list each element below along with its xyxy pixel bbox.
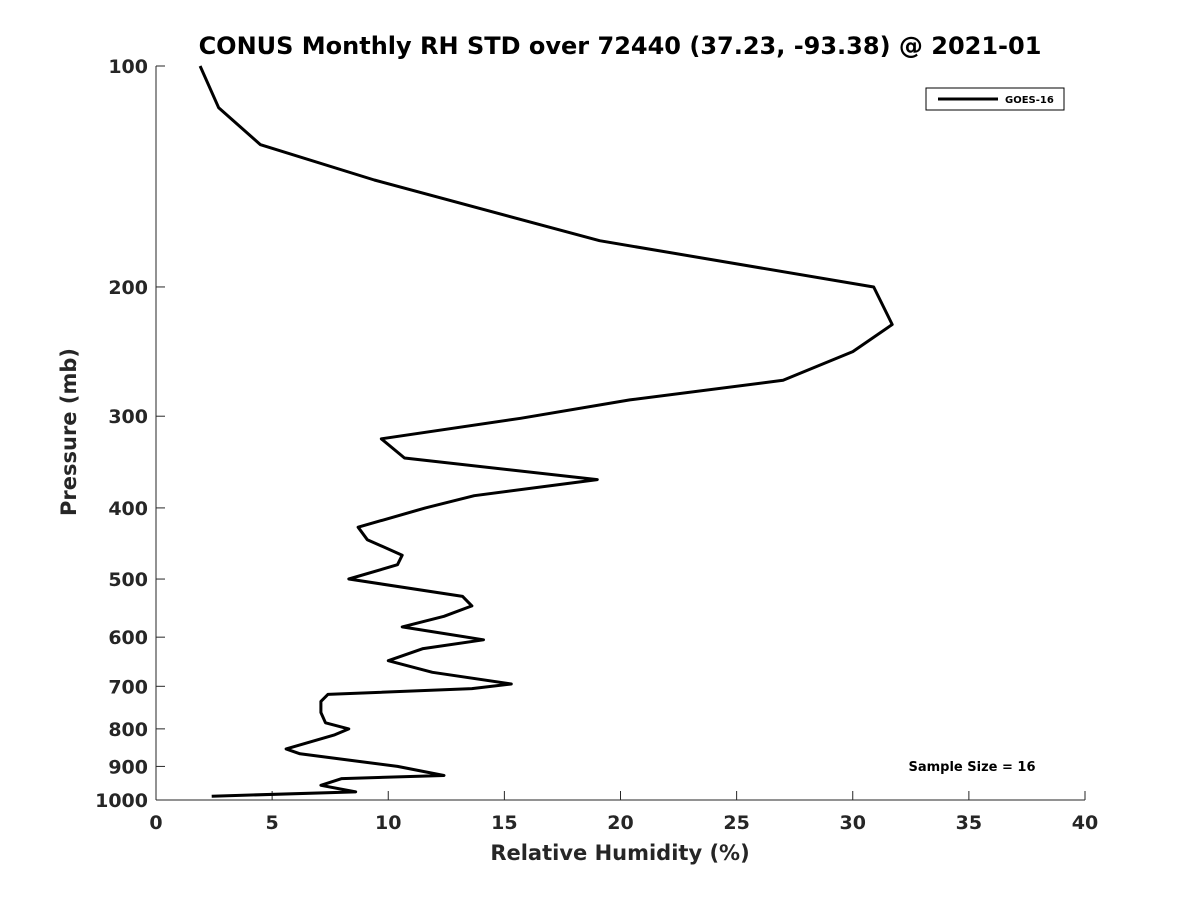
x-tick-label: 25 (723, 812, 749, 834)
sample-size-annotation: Sample Size = 16 (908, 760, 1035, 775)
y-tick-label: 700 (108, 676, 148, 698)
x-tick-label: 35 (956, 812, 982, 834)
y-tick-label: 500 (108, 569, 148, 591)
x-tick-label: 20 (607, 812, 633, 834)
y-tick-label: 400 (108, 498, 148, 520)
x-tick-label: 5 (266, 812, 279, 834)
x-tick-label: 10 (375, 812, 401, 834)
chart-title: CONUS Monthly RH STD over 72440 (37.23, … (199, 32, 1042, 60)
series-line-goes-16 (198, 65, 894, 798)
y-axis-ticks: 100 200 300 400 500 600 700 800 900 1000 (95, 56, 165, 812)
y-tick-label: 600 (108, 627, 148, 649)
axes (155, 66, 1085, 801)
y-axis-label: Pressure (mb) (57, 348, 81, 516)
y-tick-label: 1000 (95, 790, 148, 812)
series-layer (198, 65, 894, 798)
x-tick-label: 30 (840, 812, 866, 834)
y-tick-label: 800 (108, 719, 148, 741)
x-tick-label: 40 (1072, 812, 1098, 834)
legend-label-goes-16: GOES-16 (1005, 95, 1054, 106)
x-tick-label: 0 (149, 812, 162, 834)
y-tick-label: 200 (108, 277, 148, 299)
y-tick-label: 100 (108, 56, 148, 78)
x-axis-ticks: 0 5 10 15 20 25 30 35 40 (149, 791, 1098, 834)
y-tick-label: 300 (108, 406, 148, 428)
legend: GOES-16 (925, 87, 1065, 111)
y-tick-label: 900 (108, 756, 148, 778)
x-axis-label: Relative Humidity (%) (490, 841, 749, 865)
x-tick-label: 15 (491, 812, 517, 834)
